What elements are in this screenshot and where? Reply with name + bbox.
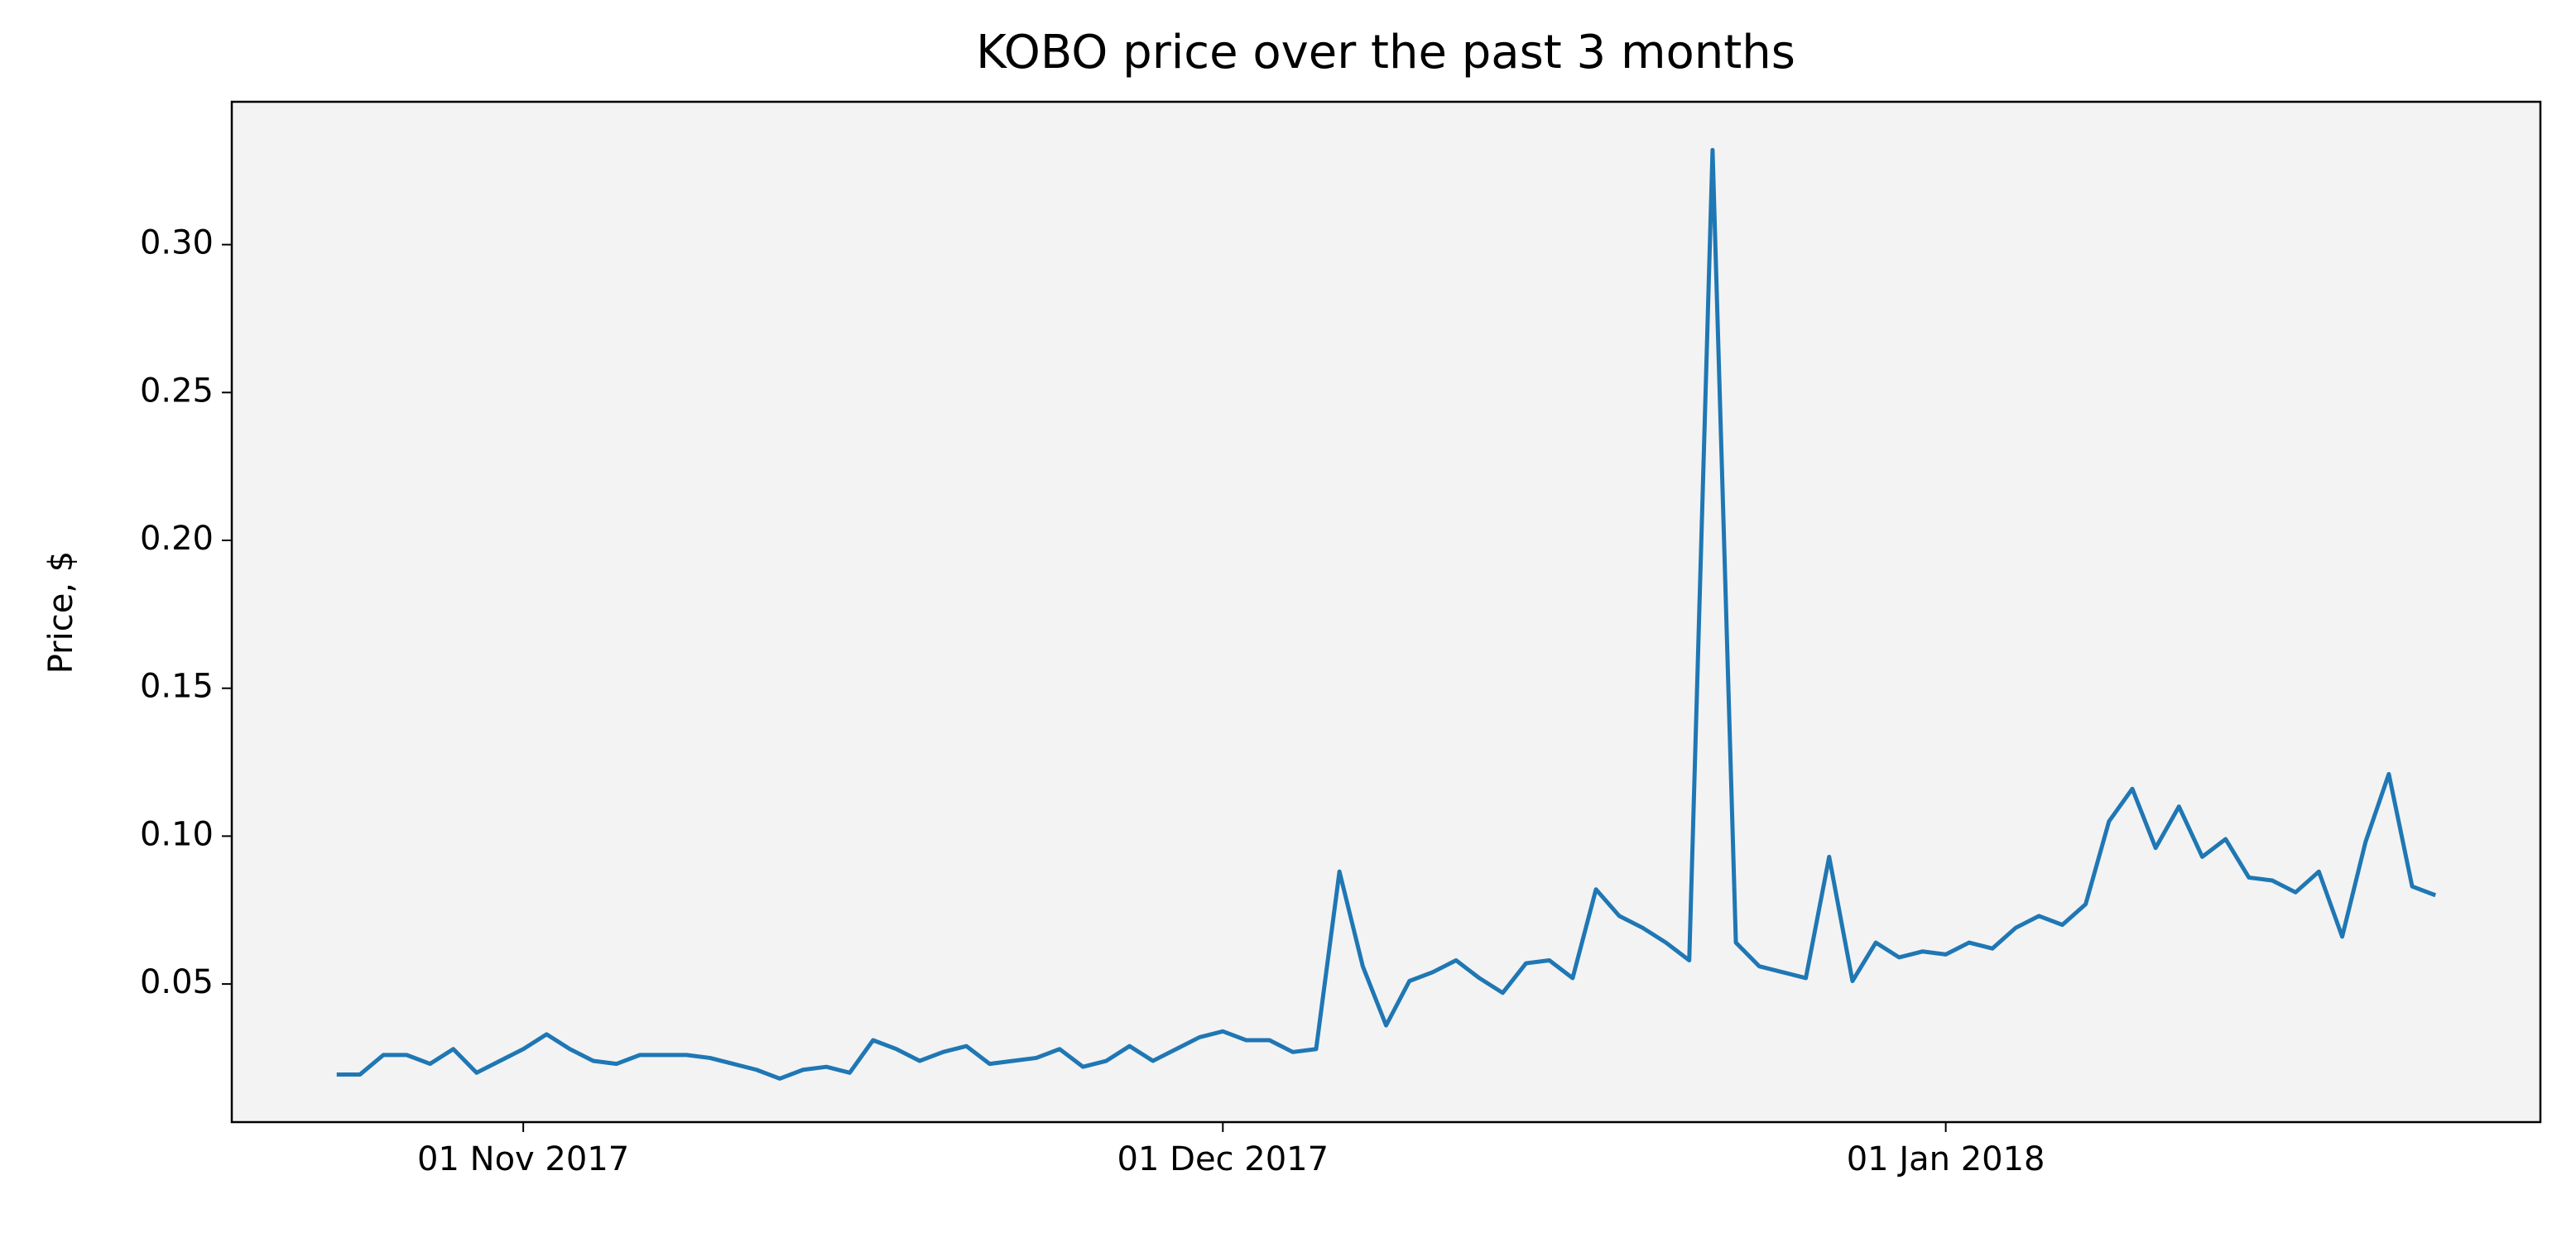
chart-title: KOBO price over the past 3 months [976,26,1795,79]
y-tick-label: 0.30 [140,224,214,262]
y-tick-label: 0.10 [140,815,214,853]
y-axis-label: Price, $ [42,551,80,674]
y-tick-label: 0.20 [140,520,214,558]
y-tick-label: 0.25 [140,372,214,410]
plot-area [232,102,2540,1122]
x-tick-label: 01 Jan 2018 [1847,1140,2045,1178]
y-tick-label: 0.15 [140,668,214,706]
x-tick-label: 01 Nov 2017 [417,1140,629,1178]
price-line [336,147,2437,1081]
axes-frame [230,100,2542,1124]
y-tick-label: 0.05 [140,963,214,1001]
x-tick-label: 01 Dec 2017 [1117,1140,1329,1178]
